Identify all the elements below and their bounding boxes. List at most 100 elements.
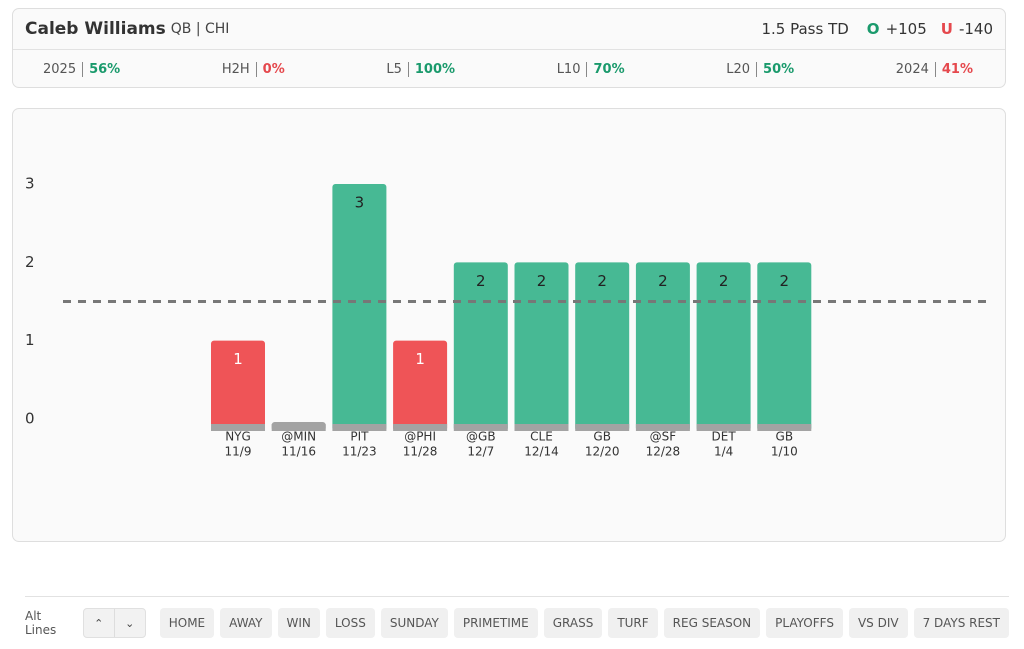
filter-button[interactable]: GRASS: [543, 608, 603, 638]
x-tick-label: @PHI: [404, 430, 436, 444]
x-tick-date: 12/14: [524, 445, 559, 459]
x-tick-label: @SF: [650, 430, 677, 444]
arrow-up[interactable]: ⌃: [94, 616, 104, 630]
x-tick-label: NYG: [225, 430, 251, 444]
bar-value: 2: [658, 272, 668, 290]
filter-button[interactable]: LOSS: [325, 608, 375, 638]
x-tick-date: 11/9: [225, 445, 252, 459]
x-tick-date: 1/4: [714, 445, 733, 459]
over-odds[interactable]: +105: [885, 20, 927, 38]
filter-button[interactable]: PRIMETIME: [453, 608, 538, 638]
filter-button[interactable]: 7 DAYS REST: [913, 608, 1009, 638]
bar: [211, 340, 265, 431]
filter-button[interactable]: HOME: [159, 608, 215, 638]
filter-button[interactable]: REG SEASON: [663, 608, 761, 638]
bar: [514, 262, 569, 431]
title-row: Caleb Williams QB | CHI 1.5 Pass TD O +1…: [13, 9, 1005, 50]
hit-rate-label: L10: [556, 62, 588, 77]
alt-lines-label: Alt Lines: [25, 609, 57, 637]
hit-rate-value: 0%: [262, 62, 285, 77]
y-tick-label: 3: [25, 175, 35, 193]
hit-rate-label: L5: [386, 62, 409, 77]
x-tick-label: GB: [593, 430, 611, 444]
bar-value: 1: [233, 350, 243, 368]
bar-base: [393, 424, 448, 431]
hit-rate: L5 100%: [386, 62, 455, 77]
bar: [575, 262, 630, 431]
x-tick-label: @MIN: [281, 430, 316, 444]
filter-button[interactable]: TURF: [608, 608, 658, 638]
hit-rate-label: L20: [726, 62, 758, 77]
hit-rate-label: 2024: [895, 62, 936, 77]
bar-base: [271, 424, 326, 431]
filter-button[interactable]: AWAY: [220, 608, 272, 638]
bar-base: [211, 424, 265, 431]
hit-rate: 2025 56%: [43, 62, 120, 77]
filter-button[interactable]: VS DIV: [848, 608, 908, 638]
bar-value: 2: [719, 272, 729, 290]
bar-base: [332, 424, 387, 431]
x-tick-label: CLE: [530, 430, 553, 444]
hit-rate: H2H 0%: [221, 62, 285, 77]
bar: [635, 262, 690, 431]
bar-base: [635, 424, 690, 431]
prop-line: 1.5 Pass TD: [761, 20, 849, 38]
hit-rate-label: 2025: [43, 62, 84, 77]
player-name: Caleb Williams: [25, 19, 166, 39]
x-tick-label: DET: [712, 430, 737, 444]
bar-base: [757, 424, 812, 431]
alt-line-arrows: ⌃ ⌄: [82, 608, 146, 638]
x-tick-date: 11/23: [342, 445, 377, 459]
filter-button[interactable]: WIN: [277, 608, 320, 638]
hit-rate-value: 50%: [763, 62, 795, 77]
chart-card: 0 1 2 3 1 NYG 11/9 @MIN 11/16 3 PIT 11/23 1 @PHI 11/28…: [12, 108, 1009, 638]
x-tick-date: 11/16: [281, 445, 316, 459]
hit-rate-value: 56%: [89, 62, 121, 77]
bar: [757, 262, 812, 431]
page: Caleb Williams QB | CHI 1.5 Pass TD O +1…: [12, 8, 1009, 638]
bar-value: 2: [476, 272, 486, 290]
y-tick-label: 0: [25, 410, 35, 428]
bar: [332, 184, 387, 431]
hit-rate-value: 100%: [414, 62, 456, 77]
x-tick-label: PIT: [350, 430, 369, 444]
bar-value: 2: [537, 272, 547, 290]
hit-rate: L20 50%: [726, 62, 794, 77]
bar-value: 2: [780, 272, 790, 290]
odds: 1.5 Pass TD O +105 U -140: [761, 20, 993, 38]
x-tick-date: 1/10: [771, 445, 798, 459]
y-tick-label: 1: [25, 331, 35, 349]
filter-button[interactable]: PLAYOFFS: [766, 608, 843, 638]
x-tick-date: 12/28: [646, 445, 681, 459]
under-odds[interactable]: -140: [958, 20, 993, 38]
bar: [453, 262, 508, 431]
hit-rate: 2024 41%: [895, 62, 973, 77]
over-mark: O: [866, 20, 880, 38]
under-mark: U: [940, 20, 953, 38]
bar-value: 2: [597, 272, 607, 290]
bar-value: 1: [415, 350, 425, 368]
x-tick-label: GB: [776, 430, 794, 444]
prop-header: Caleb Williams QB | CHI 1.5 Pass TD O +1…: [12, 8, 1006, 88]
hit-rates: 2025 56% H2H 0% L5 100% L10 70% L20 50% 2024 41%: [13, 50, 1005, 89]
x-tick-date: 12/20: [585, 445, 620, 459]
bar-base: [575, 424, 630, 431]
x-tick-date: 12/7: [467, 445, 494, 459]
bar-value: 3: [355, 194, 365, 212]
hit-rate-label: H2H: [221, 62, 257, 77]
hit-rate-value: 41%: [941, 62, 973, 77]
bar-base: [453, 424, 508, 431]
filter-button[interactable]: SUNDAY: [380, 608, 448, 638]
arrow-down[interactable]: ⌄: [113, 609, 145, 637]
hit-rate-value: 70%: [593, 62, 625, 77]
y-tick-label: 2: [25, 253, 35, 271]
x-tick-label: @GB: [466, 430, 496, 444]
hit-rate: L10 70%: [556, 62, 625, 77]
filter-bar: Alt Lines ⌃ ⌄ HOME AWAY WIN LOSS SUNDAY PRIME…: [25, 596, 1009, 649]
bar: [393, 340, 448, 431]
bar-base: [514, 424, 569, 431]
player-position: QB | CHI: [170, 21, 230, 37]
bar: [696, 262, 751, 431]
bar-base: [696, 424, 751, 431]
